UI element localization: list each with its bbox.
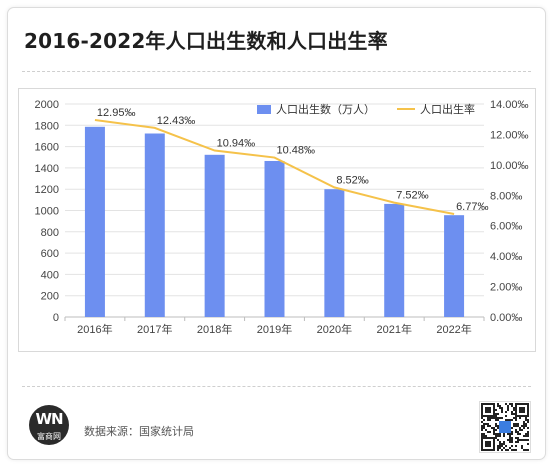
bar: [264, 160, 285, 317]
rate-data-label: 12.43‰: [157, 115, 196, 127]
legend-bar-label: 人口出生数（万人）: [276, 102, 375, 116]
x-tick-label: 2021年: [376, 322, 411, 336]
rate-data-label: 10.48‰: [277, 145, 316, 157]
y-right-tick-label: 14.00‰: [490, 99, 529, 111]
y-right-tick-label: 4.00‰: [490, 251, 522, 263]
x-tick-label: 2022年: [436, 322, 471, 336]
bar: [324, 189, 345, 317]
rate-data-label: 8.52‰: [336, 174, 368, 186]
rate-data-label: 7.52‰: [396, 190, 428, 202]
chart-card: 2016-2022年人口出生数和人口出生率 0 200 400 600 800 1000 1…: [7, 7, 546, 460]
chart-title: 2016-2022年人口出生数和人口出生率: [24, 29, 388, 53]
x-tick-label: 2017年: [137, 322, 172, 336]
rate-data-label: 6.77‰: [456, 201, 488, 213]
bar: [384, 203, 405, 317]
y-left-tick-label: 1800: [35, 120, 59, 132]
y-left-tick-label: 1000: [35, 206, 59, 218]
title-divider: [22, 71, 531, 72]
y-left-tick-label: 800: [41, 227, 59, 239]
rate-data-label: 12.95‰: [97, 107, 136, 119]
y-right-tick-label: 2.00‰: [490, 282, 522, 294]
x-tick-label: 2018年: [197, 322, 232, 336]
y-left-tick-label: 200: [41, 291, 59, 303]
y-left-tick-label: 600: [41, 248, 59, 260]
y-left-tick-label: 400: [41, 269, 59, 281]
y-left-tick-label: 1600: [35, 142, 59, 154]
data-source: 数据来源：国家统计局: [84, 425, 194, 438]
combo-chart: 0 200 400 600 800 1000 1200 1400 1600 1800 2000 0.0…: [35, 99, 529, 336]
bar: [444, 215, 465, 317]
x-tick-label: 2020年: [317, 322, 352, 336]
bar: [204, 154, 225, 317]
brand-logo-mark: WN: [35, 410, 63, 428]
x-tick-label: 2016年: [77, 322, 112, 336]
qr-code-icon: [481, 403, 529, 451]
bar: [84, 126, 105, 317]
y-left-tick-label: 1400: [35, 163, 59, 175]
y-left-tick-label: 1200: [35, 184, 59, 196]
y-left-tick-label: 2000: [35, 99, 59, 111]
legend-bar-swatch: [257, 105, 271, 114]
y-left-tick-label: 0: [53, 312, 59, 324]
brand-logo-name: 富商网: [37, 432, 61, 441]
qr-code-image: [479, 401, 531, 453]
y-right-tick-label: 6.00‰: [490, 221, 522, 233]
y-right-tick-label: 8.00‰: [490, 190, 522, 202]
brand-logo: WN 富商网: [29, 405, 69, 445]
y-right-tick-label: 10.00‰: [490, 160, 529, 172]
footer-divider: [22, 386, 531, 387]
bar: [144, 133, 165, 317]
y-right-tick-label: 0.00‰: [490, 312, 522, 324]
rate-data-label: 10.94‰: [217, 138, 256, 150]
footer: WN 富商网 数据来源：国家统计局: [22, 401, 531, 453]
x-tick-label: 2019年: [257, 322, 292, 336]
rate-line: [94, 118, 455, 215]
y-right-tick-label: 12.00‰: [490, 129, 529, 141]
chart-frame: 0 200 400 600 800 1000 1200 1400 1600 1800 2000 0.0…: [18, 88, 536, 352]
legend-line-label: 人口出生率: [420, 102, 475, 116]
